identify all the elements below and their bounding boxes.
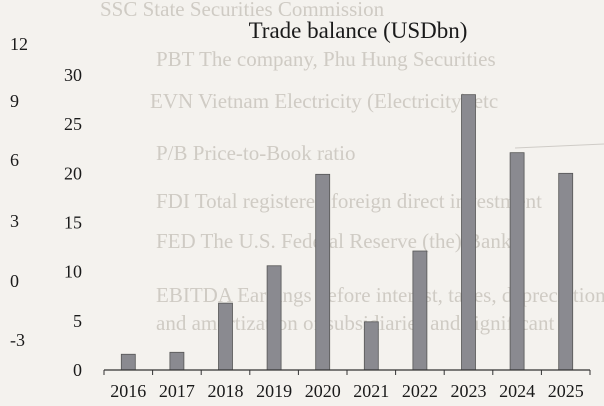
x-tick-label: 2016 [110, 381, 146, 401]
secondary-y-tick-label: 6 [10, 150, 19, 170]
secondary-y-axis: 12 9 6 3 0 -3 [10, 34, 28, 350]
secondary-y-tick-label: -3 [10, 330, 25, 350]
bar-2019 [266, 265, 282, 371]
background-text-line: EVN Vietnam Electricity (Electricity) et… [150, 89, 498, 113]
y-tick-label: 0 [73, 360, 82, 380]
background-text-line: FDI Total registered foreign direct inve… [156, 189, 542, 213]
background-page-text: SSC State Securities Commission PBT The c… [100, 0, 604, 335]
x-tick-label: 2021 [353, 381, 389, 401]
x-tick-label: 2023 [451, 381, 487, 401]
background-text-line: P/B Price-to-Book ratio [156, 141, 355, 165]
x-tick-label: 2019 [256, 381, 292, 401]
secondary-y-tick-label: 9 [10, 91, 19, 111]
y-tick-label: 25 [64, 114, 82, 134]
x-tick-label: 2024 [499, 381, 535, 401]
y-tick-label: 15 [64, 213, 82, 233]
secondary-y-tick-label: 0 [10, 271, 19, 291]
y-tick-label: 30 [64, 65, 82, 85]
y-tick-label: 20 [64, 163, 82, 183]
y-axis: 0 5 10 15 20 25 30 [64, 65, 82, 380]
x-axis: 2016 2017 2018 2019 2020 2021 2022 2023 2024 2025 [103, 369, 591, 401]
bar-2021 [363, 321, 379, 371]
x-tick-label: 2017 [159, 381, 195, 401]
x-tick-label: 2018 [208, 381, 244, 401]
bar-2024 [509, 152, 525, 371]
x-tick-label: 2025 [548, 381, 584, 401]
background-text-line: PBT The company, Phu Hung Securities [156, 47, 496, 71]
x-tick-label: 2020 [305, 381, 341, 401]
bar-2023 [461, 94, 476, 371]
background-text-line: FED The U.S. Federal Reserve (the) Bank [156, 229, 512, 253]
x-tick-label: 2022 [402, 381, 438, 401]
bar-2025 [558, 172, 574, 371]
bar-2020 [315, 173, 331, 371]
bar-2018 [218, 302, 233, 371]
background-text-line: SSC State Securities Commission [100, 0, 385, 21]
bar-2016 [120, 353, 136, 371]
bar-2022 [412, 250, 428, 371]
secondary-y-tick-label: 3 [10, 211, 19, 231]
y-tick-label: 5 [73, 311, 82, 331]
chart-title: Trade balance (USDbn) [249, 18, 468, 43]
y-tick-label: 10 [64, 262, 82, 282]
secondary-y-tick-label: 12 [10, 34, 28, 54]
background-rule [514, 143, 604, 149]
bar-series [120, 94, 574, 371]
bar-2017 [169, 351, 185, 371]
background-text-line: and amortization of subsidiaries and sig… [156, 311, 554, 335]
